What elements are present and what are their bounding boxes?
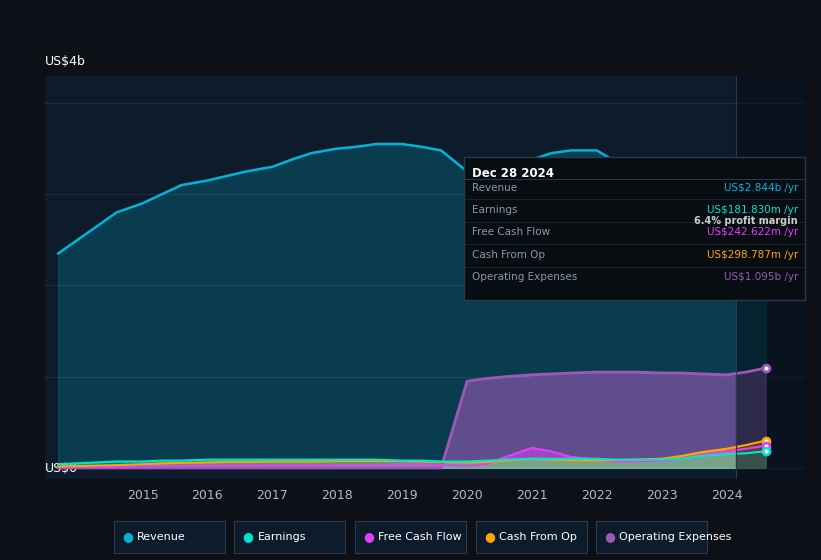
Text: US$1.095b /yr: US$1.095b /yr	[723, 272, 798, 282]
Text: US$181.830m /yr: US$181.830m /yr	[707, 205, 798, 215]
Text: US$2.844b /yr: US$2.844b /yr	[723, 183, 798, 193]
Text: US$0: US$0	[45, 462, 78, 475]
Text: ●: ●	[243, 530, 254, 544]
Text: ●: ●	[364, 530, 374, 544]
Text: Cash From Op: Cash From Op	[472, 250, 545, 260]
Text: Revenue: Revenue	[136, 532, 186, 542]
Text: ●: ●	[122, 530, 133, 544]
Text: US$298.787m /yr: US$298.787m /yr	[707, 250, 798, 260]
Text: Operating Expenses: Operating Expenses	[620, 532, 732, 542]
Text: US$4b: US$4b	[45, 54, 86, 68]
Text: US$242.622m /yr: US$242.622m /yr	[707, 227, 798, 237]
Text: ●: ●	[484, 530, 495, 544]
Text: Revenue: Revenue	[472, 183, 517, 193]
Text: Dec 28 2024: Dec 28 2024	[472, 167, 554, 180]
Text: Operating Expenses: Operating Expenses	[472, 272, 577, 282]
Text: ●: ●	[605, 530, 616, 544]
Text: Free Cash Flow: Free Cash Flow	[378, 532, 461, 542]
Text: Cash From Op: Cash From Op	[499, 532, 576, 542]
Text: Earnings: Earnings	[472, 205, 517, 215]
Text: Free Cash Flow: Free Cash Flow	[472, 227, 550, 237]
Text: 6.4% profit margin: 6.4% profit margin	[695, 216, 798, 226]
Text: Earnings: Earnings	[258, 532, 306, 542]
Bar	[736, 76, 805, 479]
